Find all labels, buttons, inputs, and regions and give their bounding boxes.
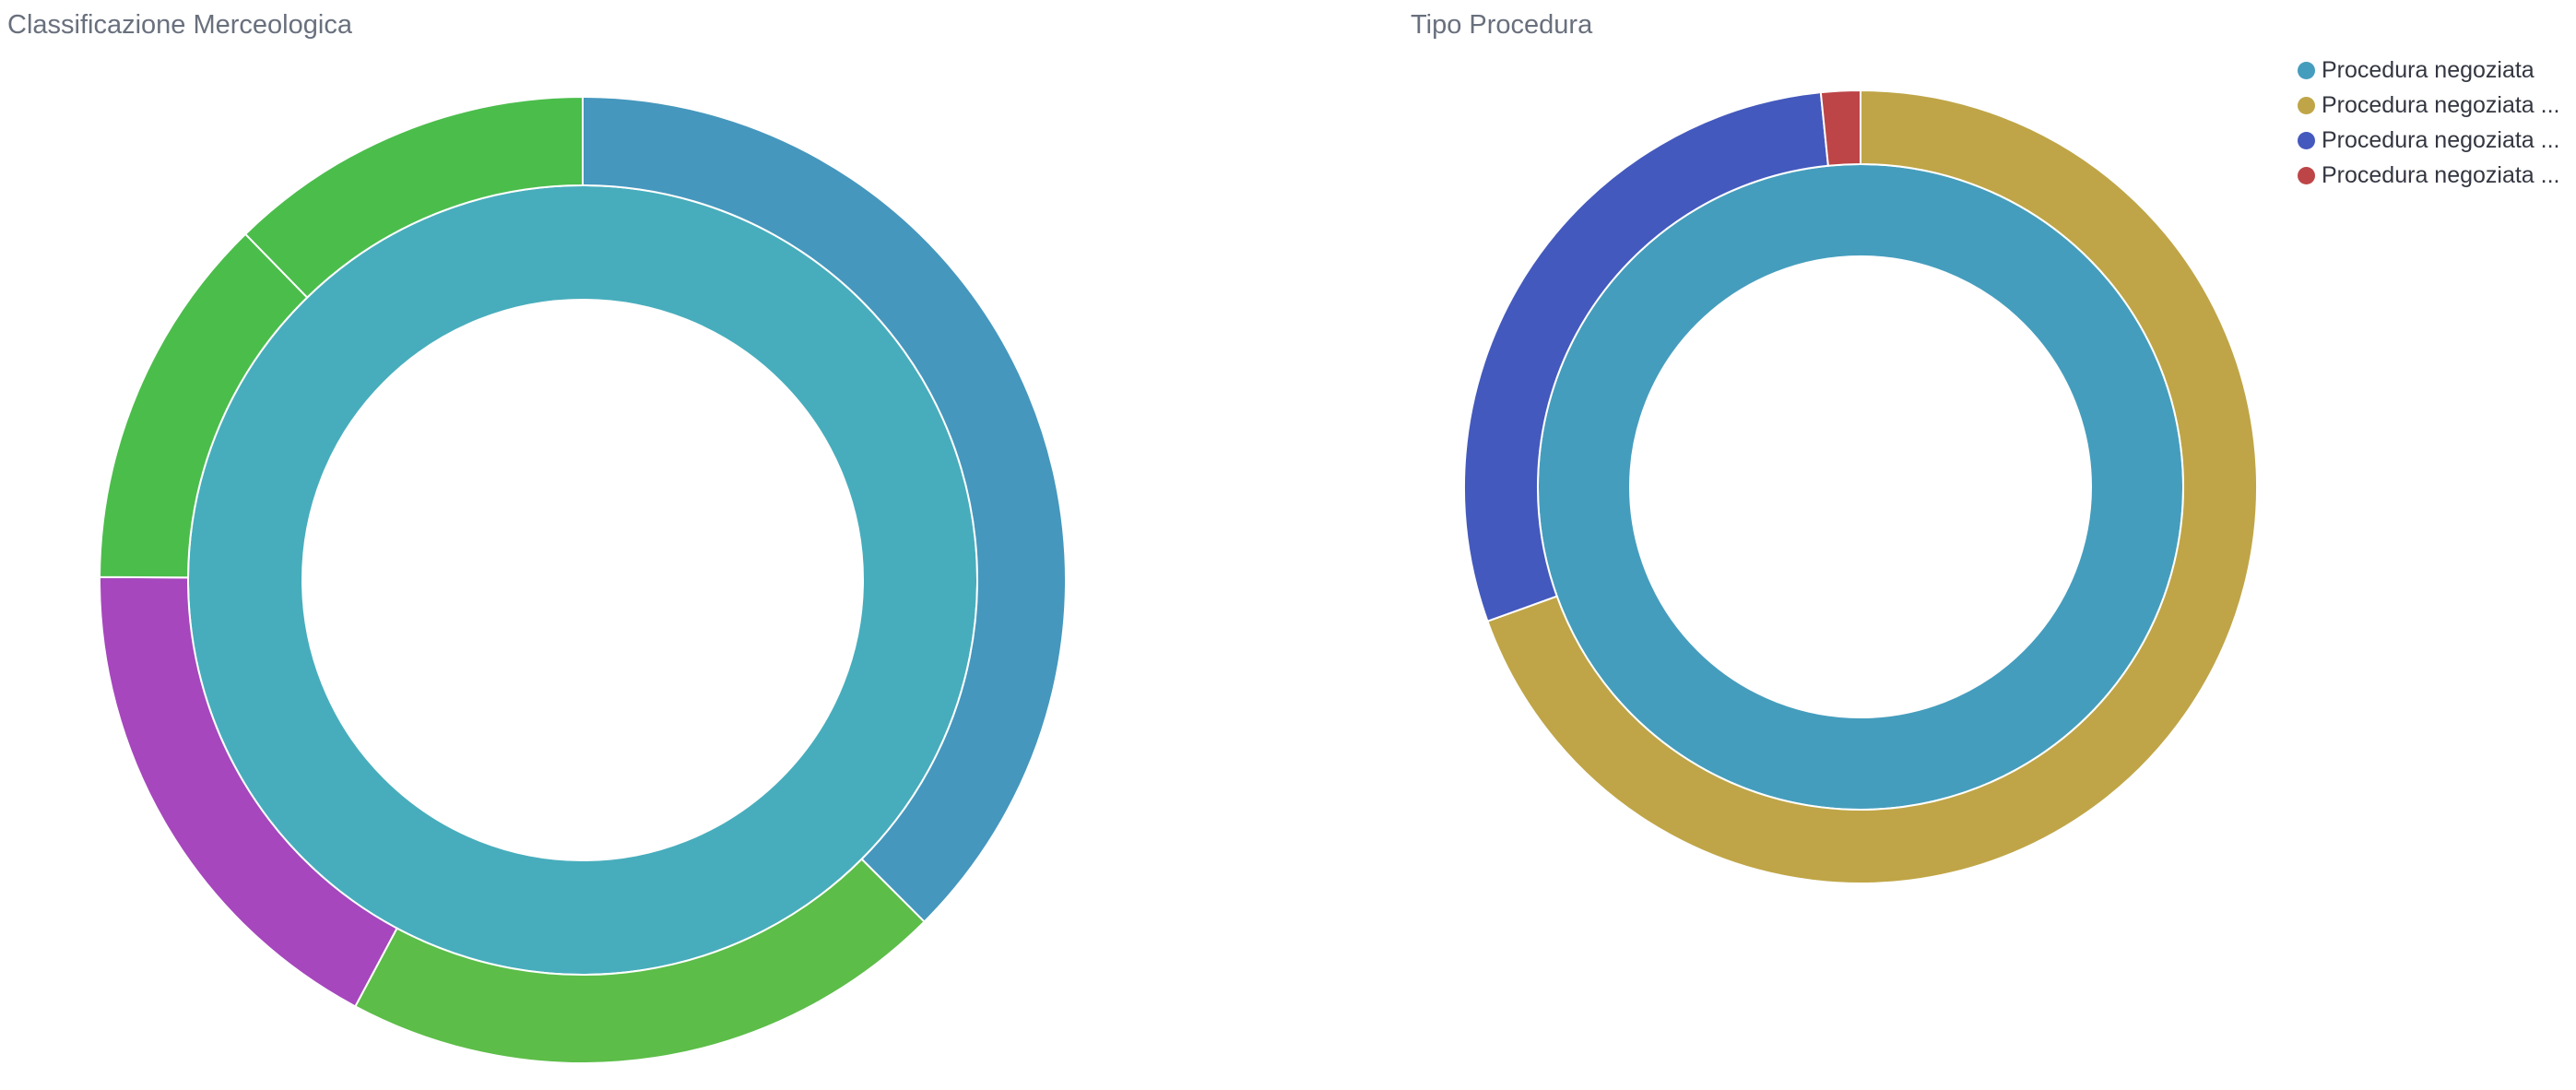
donut-slice-outer-1[interactable] (1463, 91, 1829, 622)
donut-slice-outer-2[interactable] (1819, 89, 1861, 167)
chart-title: Tipo Procedura (1411, 10, 1593, 40)
legend: Procedura negoziata Procedura negoziata … (2298, 53, 2574, 193)
legend-item[interactable]: Procedura negoziata ... (2298, 88, 2574, 123)
chart-panel-classificazione-merceologica: Classificazione Merceologica (7, 10, 1067, 1064)
legend-item[interactable]: Procedura negoziata (2298, 53, 2574, 88)
legend-color-dot (2298, 167, 2315, 184)
donut-chart-tipo-procedura (1463, 89, 2258, 884)
legend-item[interactable]: Procedura negoziata ... (2298, 158, 2574, 193)
chart-panel-tipo-procedura: Tipo Procedura Procedura negoziata Proce… (1411, 0, 2576, 1090)
chart-title: Classificazione Merceologica (7, 10, 352, 40)
legend-label: Procedura negoziata ... (2322, 92, 2560, 118)
donut-chart-classificazione-merceologica (99, 95, 1067, 1064)
donut-slice-outer-0[interactable] (1486, 89, 2258, 884)
legend-label: Procedura negoziata (2322, 57, 2535, 83)
legend-color-dot (2298, 62, 2315, 79)
legend-item[interactable]: Procedura negoziata ... (2298, 123, 2574, 158)
legend-label: Procedura negoziata ... (2322, 162, 2560, 188)
legend-label: Procedura negoziata ... (2322, 127, 2560, 153)
legend-color-dot (2298, 97, 2315, 114)
donut-slice-inner-0[interactable] (1537, 162, 2184, 812)
legend-color-dot (2298, 132, 2315, 149)
donut-slice-outer-4[interactable] (243, 95, 584, 299)
donut-slice-inner-0[interactable] (187, 184, 978, 977)
donut-slice-outer-0[interactable] (582, 95, 1067, 923)
